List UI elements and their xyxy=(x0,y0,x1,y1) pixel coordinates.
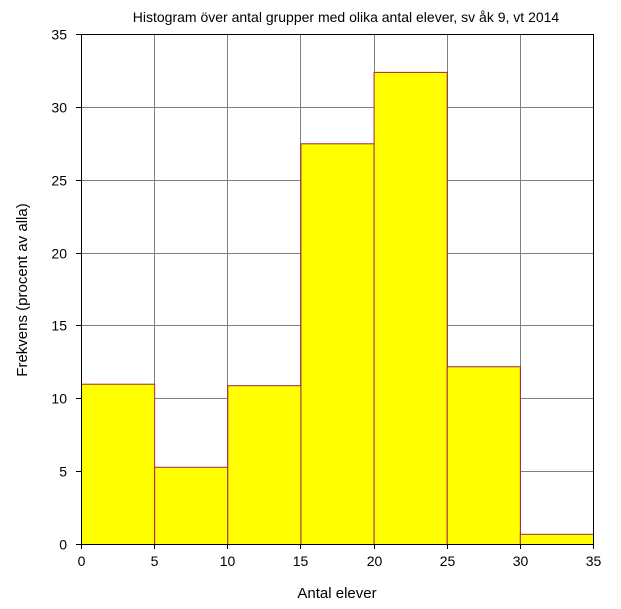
y-tick-label-4: 20 xyxy=(51,246,67,262)
x-tick-label-0: 0 xyxy=(78,553,86,569)
x-tick-label-6: 30 xyxy=(513,553,529,569)
histogram-bar-3 xyxy=(300,143,375,546)
x-axis-ticks: 0 5 10 15 20 25 30 35 xyxy=(78,544,602,569)
histogram-bar-4 xyxy=(373,71,448,545)
x-tick-label-2: 10 xyxy=(220,553,236,569)
y-axis-label: Frekvens (procent av alla) xyxy=(14,203,31,376)
y-tick-label-2: 10 xyxy=(51,391,67,407)
x-tick-label-5: 25 xyxy=(440,553,456,569)
chart-title: Histogram över antal grupper med olika a… xyxy=(133,9,560,25)
y-tick-label-3: 15 xyxy=(51,318,67,334)
plot-frame xyxy=(81,34,594,545)
histogram-bar-2 xyxy=(227,385,302,545)
y-axis-ticks: 0 5 10 15 20 25 30 35 xyxy=(51,27,81,553)
y-tick-label-0: 0 xyxy=(59,537,67,553)
histogram-bars xyxy=(81,71,594,546)
x-tick-label-1: 5 xyxy=(151,553,159,569)
histogram-bar-5 xyxy=(446,366,521,545)
y-tick-label-5: 25 xyxy=(51,173,67,189)
histogram-bar-1 xyxy=(154,466,229,545)
y-tick-label-7: 35 xyxy=(51,27,67,43)
x-tick-label-4: 20 xyxy=(367,553,383,569)
x-axis-label: Antal elever xyxy=(297,585,376,602)
x-tick-label-3: 15 xyxy=(293,553,309,569)
y-tick-label-6: 30 xyxy=(51,100,67,116)
histogram-bar-6 xyxy=(519,533,594,545)
histogram-bar-0 xyxy=(81,383,156,546)
y-tick-label-1: 5 xyxy=(59,464,67,480)
x-tick-label-7: 35 xyxy=(586,553,602,569)
